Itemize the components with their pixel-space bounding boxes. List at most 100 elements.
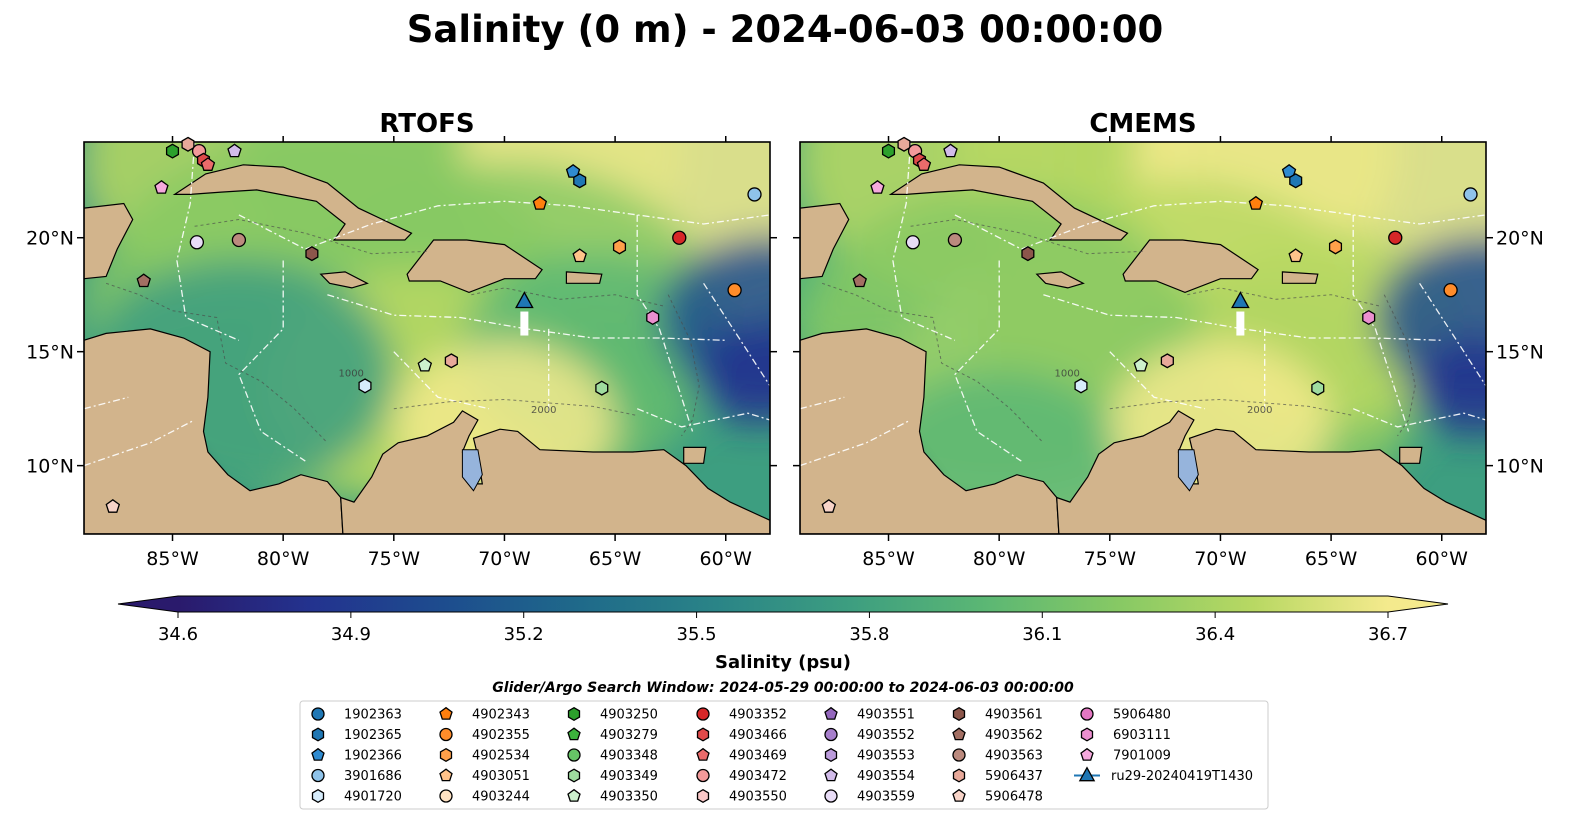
x-tick-label: 60°W	[700, 548, 753, 570]
land-hispaniola	[406, 239, 543, 294]
legend-marker	[439, 706, 453, 720]
legend-marker	[439, 727, 453, 742]
float-marker	[1311, 380, 1325, 396]
legend-label: 5906480	[1113, 708, 1171, 723]
float-marker	[200, 157, 216, 171]
legend-label: 4903350	[600, 790, 658, 805]
colorbar-tick-label: 34.9	[331, 624, 371, 645]
float-marker	[1021, 246, 1035, 262]
legend-label: 4902534	[472, 749, 530, 764]
y-tick-label: 15°N	[26, 342, 74, 364]
bathymetry-contour	[471, 287, 664, 307]
legend-marker	[952, 706, 966, 722]
glider-track	[1236, 311, 1245, 336]
land-cuba	[888, 164, 1129, 241]
float-marker	[1362, 309, 1376, 326]
legend-marker	[311, 768, 325, 783]
x-tick-label: 80°W	[257, 548, 310, 570]
figure-title: Salinity (0 m) - 2024-06-03 00:00:00	[407, 8, 1163, 51]
y-tick-label: 20°N	[26, 228, 74, 250]
float-marker	[943, 143, 958, 158]
float-marker	[852, 273, 867, 288]
legend-label: 4902355	[472, 728, 530, 743]
lake-maracaibo	[461, 449, 483, 492]
x-tick-label: 75°W	[1084, 548, 1137, 570]
legend: 1902363 1902365 1902366 3901686 4901720 49023…	[311, 706, 1253, 805]
legend-label: 1902365	[344, 728, 402, 743]
float-marker	[1160, 353, 1174, 369]
float-marker	[821, 498, 837, 513]
panel-cmems: CMEMS 1000 2000 85°W 80°W 75°W 70°W 65°W 60°W 2…	[793, 109, 1544, 570]
float-marker	[189, 235, 205, 250]
eez-boundary	[1109, 351, 1206, 410]
legend-marker	[1080, 707, 1094, 721]
eez-boundary	[238, 200, 770, 250]
lake-maracaibo	[1177, 449, 1199, 492]
legend-label: 4903550	[729, 790, 787, 805]
legend-label: 4901720	[344, 790, 402, 805]
legend-marker	[696, 768, 710, 783]
float-marker	[1328, 239, 1343, 255]
bathymetry-contour	[667, 294, 700, 437]
legend-marker	[1080, 747, 1094, 761]
x-tick-label: 60°W	[1416, 548, 1469, 570]
legend-marker	[952, 788, 966, 802]
float-marker	[105, 498, 121, 513]
glider-track	[520, 311, 529, 336]
bathymetry-contour	[821, 282, 1044, 444]
land-cuba	[172, 164, 413, 241]
legend-marker	[1078, 766, 1096, 782]
legend-label: 4903352	[729, 708, 787, 723]
float-marker	[231, 232, 247, 248]
eez-boundary	[327, 294, 726, 341]
eez-boundary	[636, 214, 694, 432]
legend-label: 4903349	[600, 769, 658, 784]
colorbar-label: Salinity (psu)	[715, 652, 851, 673]
legend-label: 4903559	[857, 790, 915, 805]
float-marker	[595, 380, 609, 396]
float-marker	[612, 239, 627, 255]
legend-marker	[1080, 727, 1094, 742]
eez-boundary	[1352, 214, 1410, 432]
eez-boundary	[703, 282, 770, 387]
contour-label: 2000	[531, 405, 556, 416]
legend-marker	[952, 768, 966, 783]
float-marker	[1388, 230, 1403, 245]
legend-label: 6903111	[1113, 728, 1171, 743]
legend-label: 4903551	[857, 708, 915, 723]
contour-label: 2000	[1247, 405, 1272, 416]
float-marker	[444, 353, 458, 369]
x-tick-label: 65°W	[589, 548, 642, 570]
float-marker	[227, 143, 242, 158]
legend-marker	[311, 707, 325, 721]
colorbar-tick-label: 35.5	[677, 624, 717, 645]
eez-boundary	[892, 142, 956, 341]
float-marker	[358, 378, 372, 394]
legend-label: 4903562	[985, 728, 1043, 743]
eez-boundary	[954, 200, 1486, 250]
colorbar-tick-label: 35.8	[849, 624, 889, 645]
bathymetry-contour	[105, 282, 328, 444]
contour-label: 1000	[338, 369, 363, 380]
colorbar-extend-min	[118, 596, 178, 612]
colorbar-tick-label: 36.7	[1368, 624, 1408, 645]
float-marker	[181, 136, 195, 152]
bathymetry-contour	[1109, 398, 1354, 416]
x-tick-label: 65°W	[1305, 548, 1358, 570]
eez-boundary	[84, 419, 195, 467]
land-yucatan	[800, 202, 850, 280]
eez-boundary	[800, 419, 911, 467]
x-tick-label: 80°W	[973, 548, 1026, 570]
eez-boundary	[393, 351, 490, 410]
float-marker	[1074, 378, 1088, 394]
land-jamaica	[1035, 271, 1085, 289]
land-trinidad	[683, 446, 707, 464]
bathymetry-contour	[910, 218, 1144, 255]
glider-marker	[1231, 291, 1250, 309]
eez-boundary	[954, 260, 1022, 462]
eez-boundary	[238, 260, 306, 462]
y-tick-label: 15°N	[1496, 342, 1544, 364]
legend-marker	[696, 727, 710, 742]
float-marker	[1443, 282, 1458, 298]
